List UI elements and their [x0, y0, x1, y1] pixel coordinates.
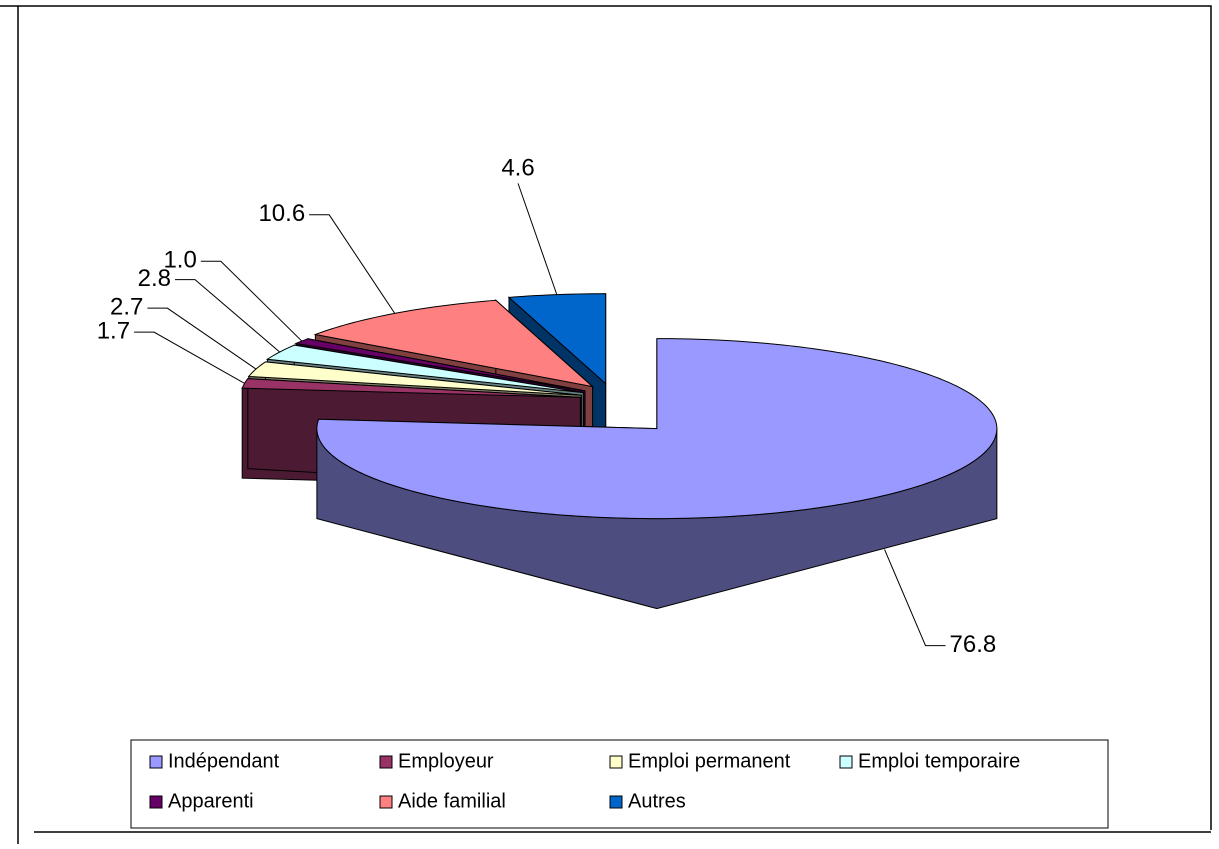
legend-swatch — [379, 755, 393, 769]
wedge — [247, 361, 582, 396]
leader-line — [517, 183, 558, 295]
frame — [0, 5, 1212, 830]
legend-label: Emploi permanent — [628, 750, 791, 772]
legend-swatch — [149, 795, 163, 809]
leader-line — [134, 331, 245, 384]
data-label: 2.8 — [138, 265, 171, 292]
data-label: 4.6 — [501, 155, 534, 182]
legend: Indépendant Employeur Emploi permanent Empl… — [149, 750, 1020, 812]
data-label: 1.0 — [163, 247, 196, 274]
leader-line — [147, 307, 257, 370]
legend-swatch — [609, 755, 623, 769]
leader-line — [309, 214, 396, 314]
legend-label: Employeur — [398, 750, 494, 772]
legend-swatch — [839, 755, 853, 769]
legend-label: Indépendant — [168, 750, 280, 772]
legend-box — [130, 739, 1109, 829]
data-label: 10.6 — [258, 200, 305, 227]
data-label: 1.7 — [97, 317, 130, 344]
leader-line — [175, 279, 280, 353]
legend-swatch — [609, 795, 623, 809]
pie: 76.8 1.72.72.81.0 10.6 4.6 — [97, 155, 998, 658]
legend-label: Aide familial — [398, 790, 506, 812]
leader-line — [884, 549, 946, 647]
wedge — [316, 338, 998, 520]
leader-line — [200, 260, 303, 342]
data-label: 2.7 — [110, 293, 143, 320]
legend-label: Autres — [628, 790, 686, 812]
legend-swatch — [379, 795, 393, 809]
data-label: 76.8 — [950, 631, 997, 658]
legend-label: Emploi temporaire — [858, 750, 1020, 772]
legend-label: Apparenti — [168, 790, 254, 812]
wedge — [265, 344, 584, 394]
wedge — [507, 293, 607, 385]
legend-swatch — [149, 755, 163, 769]
